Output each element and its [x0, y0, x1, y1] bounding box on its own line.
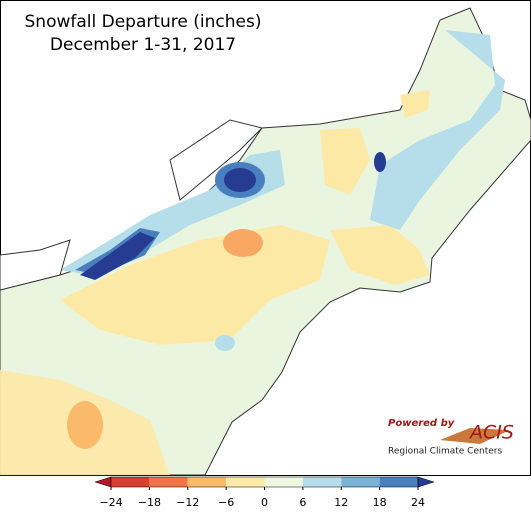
- colorbar-tick-label: 12: [334, 496, 348, 509]
- colorbar-tick-label: 0: [261, 496, 268, 509]
- colorbar-bin: [226, 477, 265, 487]
- colorbar-tick-label: −24: [99, 496, 122, 509]
- map-title: Snowfall Departure (inches): [25, 12, 262, 32]
- colorbar-tick-label: 24: [411, 496, 425, 509]
- colorbar-tick-label: −18: [138, 496, 161, 509]
- departure-area: [223, 229, 263, 257]
- departure-area: [320, 128, 370, 195]
- logo: Powered by ACIS Regional Climate Centers: [388, 418, 514, 457]
- departure-area: [215, 335, 235, 351]
- lake: [0, 239, 71, 291]
- colorbar-bin: [379, 477, 418, 487]
- colorbar-bin: [264, 477, 303, 487]
- map-subtitle: December 1-31, 2017: [50, 35, 236, 55]
- colorbar-bin: [111, 477, 150, 487]
- lake: [169, 119, 263, 201]
- colorbar-tick-label: −6: [218, 496, 234, 509]
- logo-swoosh: [440, 428, 510, 444]
- colorbar-tick-label: 6: [299, 496, 306, 509]
- colorbar-extension: [417, 476, 435, 488]
- departure-area: [370, 30, 505, 230]
- colorbar-bin: [341, 477, 380, 487]
- departure-area: [224, 168, 256, 192]
- colorbar-extension: [94, 476, 112, 488]
- map: [0, 7, 531, 476]
- departure-area: [400, 90, 430, 118]
- departure-area: [330, 225, 430, 285]
- departure-area: [67, 401, 103, 449]
- colorbar-tick-label: −12: [176, 496, 199, 509]
- departure-area: [80, 232, 155, 280]
- colorbar-tick-label: 18: [373, 496, 387, 509]
- colorbar-bin: [187, 477, 227, 487]
- logo-org: Regional Climate Centers: [388, 447, 502, 457]
- departure-area: [374, 152, 386, 172]
- colorbar-bin: [149, 477, 188, 487]
- logo-name: ACIS: [468, 422, 514, 444]
- departure-area: [60, 225, 330, 345]
- colorbar: −24 −18 −12 −6 0 6 12 18 24: [94, 476, 435, 509]
- colorbar-bin: [302, 477, 342, 487]
- logo-tagline: Powered by: [388, 418, 455, 429]
